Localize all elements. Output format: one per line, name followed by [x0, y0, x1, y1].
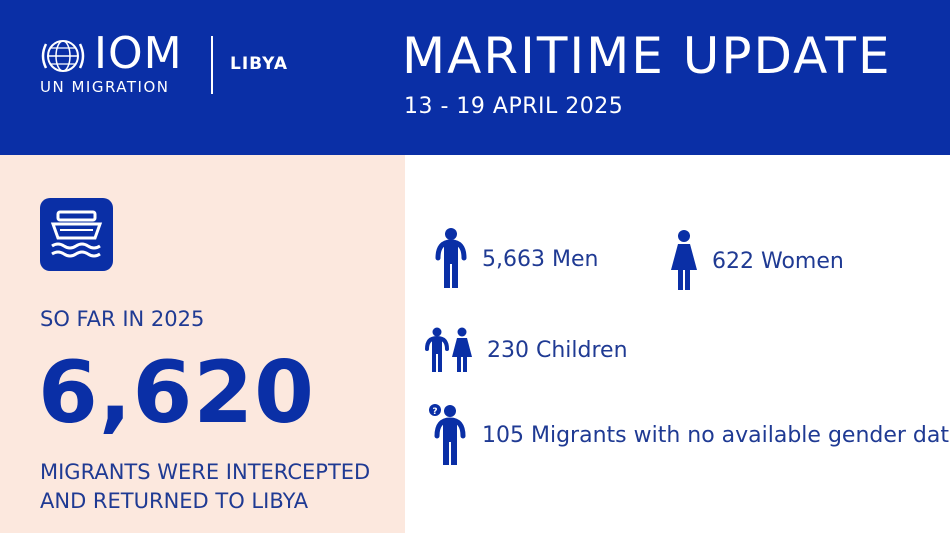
unknown-gender-stat: ? 105 Migrants with no available gender … — [428, 404, 950, 466]
total-description: MIGRANTS WERE INTERCEPTED AND RETURNED T… — [40, 460, 371, 513]
women-stat: 622 Women — [670, 230, 844, 292]
svg-text:?: ? — [432, 407, 437, 417]
date-range: 13 - 19 APRIL 2025 — [404, 94, 624, 119]
boat-icon — [40, 198, 113, 271]
page-title: MARITIME UPDATE — [402, 27, 892, 85]
woman-icon — [671, 230, 697, 290]
men-stat: 5,663 Men — [434, 228, 598, 290]
total-count: 6,620 — [38, 343, 316, 443]
logo-divider — [211, 36, 213, 94]
period-label: SO FAR IN 2025 — [40, 307, 205, 331]
header: IOM UN MIGRATION LIBYA MARITIME UPDATE 1… — [0, 0, 950, 155]
country-label: LIBYA — [230, 54, 289, 74]
man-icon — [435, 228, 467, 288]
person-question-icon: ? — [429, 404, 466, 465]
globe-icon — [41, 40, 85, 72]
children-stat: 230 Children — [425, 327, 628, 373]
iom-logo: IOM UN MIGRATION — [40, 28, 183, 96]
summary-panel: SO FAR IN 2025 6,620 MIGRANTS WERE INTER… — [0, 155, 405, 533]
children-icon — [425, 327, 472, 372]
